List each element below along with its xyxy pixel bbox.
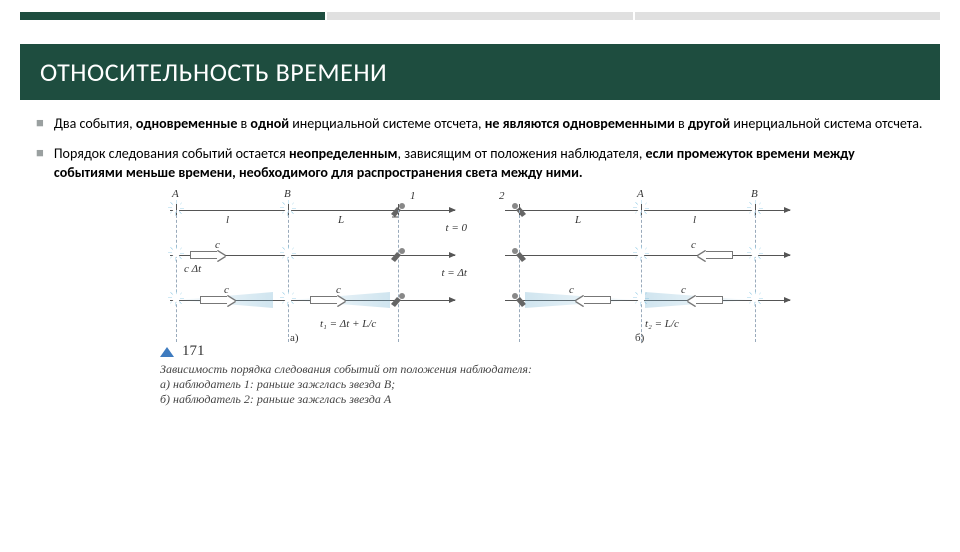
telescope-icon	[388, 288, 408, 308]
rule-seg-light	[635, 12, 940, 20]
light-arrow-icon	[695, 296, 723, 304]
axis-line	[170, 210, 455, 211]
point-label: A	[637, 188, 644, 200]
observer-label: 1	[410, 190, 416, 202]
bullet-marker-icon: ■	[36, 144, 54, 182]
figure-caption-block: 171 Зависимость порядка следования событ…	[160, 343, 800, 407]
star-icon	[168, 290, 184, 306]
figure-number: 171	[182, 343, 205, 360]
segment-label: c Δt	[184, 263, 201, 275]
rule-seg-dark	[20, 12, 325, 20]
bullet-marker-icon: ■	[36, 114, 54, 134]
light-arrow-icon	[310, 296, 338, 304]
point-label: B	[284, 188, 291, 200]
bullet-text: Два события, одновременные в одной инерц…	[54, 114, 923, 134]
telescope-icon	[509, 243, 529, 263]
diagram-panel-a: A B 1 l L t = 0 c c Δt	[160, 192, 465, 337]
time-label: t = 0	[446, 222, 467, 234]
star-icon	[747, 290, 763, 306]
point-label: A	[172, 188, 179, 200]
diagram-row: c	[495, 237, 800, 282]
panel-tag: a)	[290, 332, 299, 344]
triangle-icon	[160, 347, 174, 357]
point-label: B	[751, 188, 758, 200]
light-arrow-icon	[583, 296, 611, 304]
speed-label: c	[569, 284, 574, 296]
span-label: L	[575, 214, 581, 226]
star-icon	[168, 245, 184, 261]
bullet-item: ■Порядок следования событий остается нео…	[36, 144, 924, 182]
diagram-row: c c t₁ = Δt + L/c a)	[160, 282, 465, 337]
formula-label: t₂ = L/c	[645, 318, 679, 330]
star-icon	[280, 245, 296, 261]
span-label: l	[693, 214, 696, 226]
panel-tag: б)	[635, 332, 644, 344]
time-label: t = Δt	[442, 267, 468, 279]
top-rule	[20, 12, 940, 20]
figure-caption: Зависимость порядка следования событий о…	[160, 362, 800, 407]
formula-label: t₁ = Δt + L/c	[320, 318, 376, 330]
page-title: ОТНОСИТЕЛЬНОСТЬ ВРЕМЕНИ	[40, 56, 920, 88]
observer-label: 2	[499, 190, 505, 202]
star-icon	[280, 290, 296, 306]
speed-label: c	[336, 284, 341, 296]
star-icon	[747, 245, 763, 261]
diagram-panel-b: 2 A B L l c	[495, 192, 800, 337]
star-icon	[633, 245, 649, 261]
speed-label: c	[681, 284, 686, 296]
title-band: ОТНОСИТЕЛЬНОСТЬ ВРЕМЕНИ	[20, 44, 940, 100]
speed-label: c	[215, 239, 220, 251]
diagram-row: c c Δt t = Δt	[160, 237, 465, 282]
span-label: l	[226, 214, 229, 226]
telescope-icon	[388, 243, 408, 263]
bullet-text: Порядок следования событий остается неоп…	[54, 144, 924, 182]
bullet-list: ■Два события, одновременные в одной инер…	[36, 114, 924, 182]
light-arrow-icon	[705, 251, 733, 259]
bullet-item: ■Два события, одновременные в одной инер…	[36, 114, 924, 134]
diagram: A B 1 l L t = 0 c c Δt	[160, 192, 800, 407]
diagram-row: A B 1 l L t = 0	[160, 192, 465, 237]
speed-label: c	[224, 284, 229, 296]
diagram-row: c c t₂ = L/c б)	[495, 282, 800, 337]
light-arrow-icon	[190, 251, 218, 259]
light-arrow-icon	[200, 296, 228, 304]
speed-label: c	[691, 239, 696, 251]
rule-seg-light	[327, 12, 632, 20]
diagram-row: 2 A B L l	[495, 192, 800, 237]
span-label: L	[338, 214, 344, 226]
content: ■Два события, одновременные в одной инер…	[0, 100, 960, 407]
